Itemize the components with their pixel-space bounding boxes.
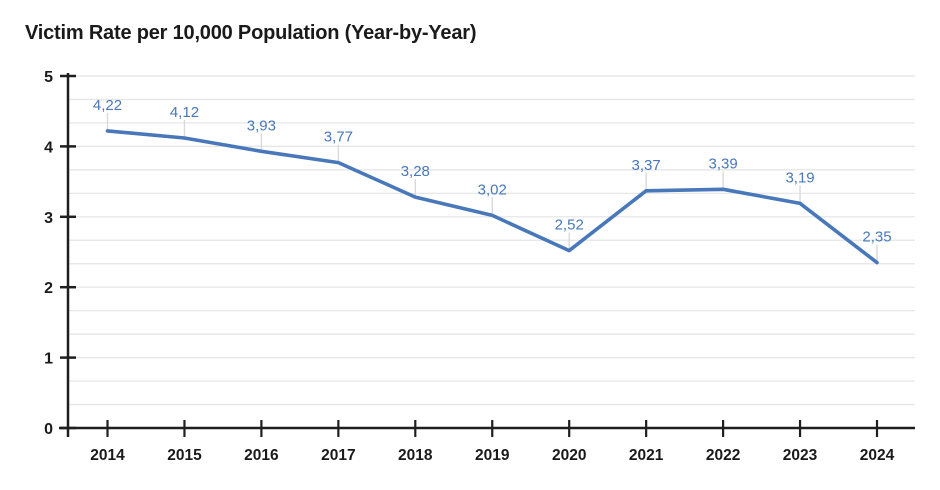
y-tick-label: 2: [44, 280, 53, 297]
x-tick-label: 2014: [90, 447, 125, 464]
y-tick-label: 5: [44, 69, 53, 86]
x-tick-label: 2016: [244, 447, 279, 464]
data-point-label: 3,19: [785, 169, 814, 186]
x-tick-label: 2015: [167, 447, 202, 464]
data-line: [105, 129, 879, 265]
data-point-label: 3,37: [632, 157, 661, 174]
y-tick-label: 4: [44, 139, 53, 156]
y-tick-label: 0: [44, 421, 53, 438]
x-tick-label: 2024: [860, 447, 895, 464]
data-point-label: 3,39: [708, 155, 737, 172]
data-point-label: 3,28: [401, 163, 430, 180]
x-tick-label: 2023: [783, 447, 818, 464]
data-point-label: 3,77: [324, 129, 353, 146]
x-tick-label: 2022: [706, 447, 740, 464]
x-tick-label: 2021: [629, 447, 664, 464]
y-tick-label: 1: [44, 351, 53, 368]
chart-title: Victim Rate per 10,000 Population (Year-…: [25, 22, 477, 44]
data-point-label: 4,22: [93, 97, 122, 114]
data-point-label: 3,93: [247, 117, 276, 134]
data-point-label: 2,35: [862, 229, 891, 246]
data-point-label: 3,02: [478, 181, 507, 198]
x-tick-label: 2018: [398, 447, 433, 464]
data-point-label: 2,52: [555, 217, 584, 234]
data-point-label: 4,12: [170, 104, 199, 121]
x-tick-label: 2017: [321, 447, 355, 464]
x-tick-label: 2020: [552, 447, 586, 464]
y-tick-label: 3: [44, 210, 53, 227]
x-tick-label: 2019: [475, 447, 510, 464]
